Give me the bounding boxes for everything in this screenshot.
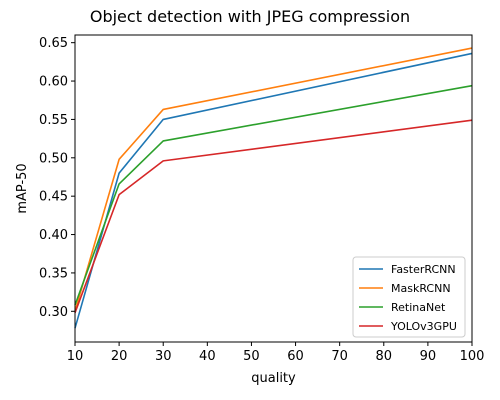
x-tick-label: 90 — [420, 349, 437, 364]
y-tick-label: 0.60 — [39, 75, 68, 90]
x-tick-label: 60 — [287, 349, 304, 364]
y-axis-label: mAP-50 — [15, 163, 30, 213]
x-axis-label: quality — [251, 371, 296, 386]
plot-lines — [74, 47, 473, 329]
legend-label: FasterRCNN — [391, 263, 456, 276]
series-line-fasterrcnn — [74, 52, 473, 329]
chart-title: Object detection with JPEG compression — [90, 7, 410, 26]
x-tick-label: 80 — [376, 349, 393, 364]
y-tick-label: 0.50 — [39, 151, 68, 166]
x-axis-ticks: 10 20 30 40 50 60 70 80 90 100 — [67, 342, 485, 364]
series-line-retinanet — [74, 84, 473, 306]
x-tick-label: 40 — [199, 349, 216, 364]
x-tick-label: 50 — [243, 349, 260, 364]
y-axis-ticks: 0.30 0.35 0.40 0.45 0.50 0.55 0.60 0.65 — [39, 36, 75, 320]
legend-label: YOLOv3GPU — [390, 320, 457, 333]
series-line-yolov3gpu — [74, 119, 473, 314]
x-tick-label: 100 — [460, 349, 485, 364]
series-line-maskrcnn — [74, 47, 473, 312]
y-tick-label: 0.55 — [39, 113, 68, 128]
y-tick-label: 0.65 — [39, 36, 68, 51]
x-tick-label: 10 — [67, 349, 84, 364]
plot-frame — [74, 34, 473, 343]
legend-box — [352, 256, 466, 338]
legend-label: RetinaNet — [391, 301, 446, 314]
y-tick-label: 0.30 — [39, 305, 68, 320]
legend-label: MaskRCNN — [391, 282, 451, 295]
y-tick-label: 0.35 — [39, 266, 68, 281]
x-tick-label: 20 — [111, 349, 128, 364]
legend: FasterRCNN MaskRCNN RetinaNet YOLOv3GPU — [352, 256, 466, 338]
y-tick-label: 0.40 — [39, 228, 68, 243]
x-tick-label: 70 — [331, 349, 348, 364]
x-tick-label: 30 — [155, 349, 172, 364]
y-tick-label: 0.45 — [39, 190, 68, 205]
